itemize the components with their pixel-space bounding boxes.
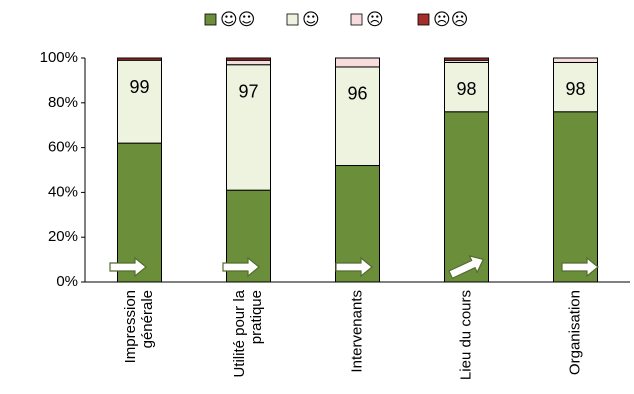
bar-segment	[444, 61, 489, 113]
bar-segment	[444, 57, 489, 61]
y-tick-label: 100%	[40, 49, 78, 66]
bar-segment	[553, 61, 598, 113]
bar-segment	[117, 59, 162, 144]
share-label: 97	[238, 81, 258, 101]
bar-segment	[226, 59, 271, 66]
legend-swatch	[204, 13, 217, 26]
x-tick-label: Intervenants	[348, 290, 365, 373]
x-tick-label: générale	[139, 290, 156, 348]
trend-arrow	[335, 256, 373, 278]
x-tick-label: Lieu du cours	[457, 290, 474, 380]
bar-segment	[117, 57, 162, 61]
x-tick-label: Impression	[122, 290, 139, 363]
trend-arrow	[448, 254, 485, 280]
legend-label: ☺	[302, 10, 320, 30]
y-tick-label: 0%	[56, 273, 78, 290]
trend-arrows	[109, 254, 599, 280]
bar-segment	[226, 64, 271, 191]
bar-segment	[117, 142, 162, 283]
y-tick-label: 80%	[48, 94, 78, 111]
bar-segment	[226, 57, 271, 61]
bars	[117, 57, 598, 283]
legend-label: ☹☹	[433, 10, 468, 30]
trend-arrow	[222, 256, 260, 278]
legend-label: ☹	[366, 10, 384, 30]
share-label: 96	[347, 84, 367, 104]
y-tick-label: 20%	[48, 228, 78, 245]
trend-arrow	[109, 256, 147, 278]
share-label: 98	[565, 79, 585, 99]
legend-label: ☺☺	[220, 10, 255, 30]
x-tick-label: Utilité pour la	[231, 289, 248, 377]
share-label: 99	[129, 77, 149, 97]
legend-swatch	[350, 13, 363, 26]
legend-swatch	[417, 13, 430, 26]
y-tick-label: 60%	[48, 139, 78, 156]
bar-segment	[444, 111, 489, 283]
x-tick-label: Organisation	[566, 290, 583, 375]
bar-segment	[553, 111, 598, 283]
legend-swatch	[286, 13, 299, 26]
share-label: 98	[456, 79, 476, 99]
bar-segment	[335, 57, 380, 68]
bar-segment	[553, 57, 598, 63]
x-tick-label: pratique	[248, 290, 265, 344]
trend-arrow	[561, 256, 599, 278]
bar-segment	[335, 66, 380, 167]
y-tick-label: 40%	[48, 183, 78, 200]
